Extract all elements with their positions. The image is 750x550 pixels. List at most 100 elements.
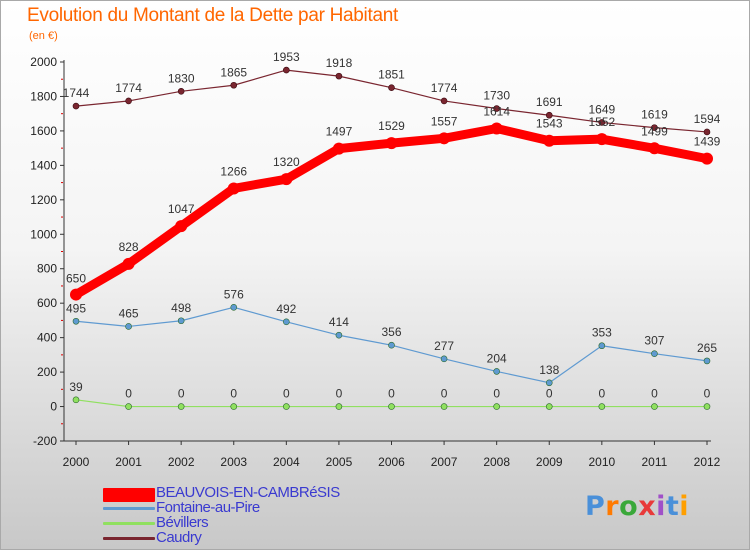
data-label: 492 — [276, 302, 296, 316]
data-point — [177, 403, 185, 410]
data-label: 1730 — [483, 89, 510, 103]
legend-swatch — [103, 536, 155, 540]
x-tick-label: 2011 — [642, 455, 668, 469]
data-point — [332, 142, 345, 155]
data-point — [440, 355, 448, 363]
logo-letter: o — [619, 491, 639, 522]
x-tick-label: 2012 — [694, 455, 721, 469]
data-point — [335, 403, 343, 410]
data-point — [598, 403, 606, 410]
legend-swatch — [103, 506, 155, 510]
data-label: 138 — [539, 363, 559, 377]
data-point — [440, 97, 448, 105]
logo-letter: t — [665, 491, 680, 522]
legend-label: Bévillers — [156, 514, 209, 531]
data-label: 495 — [66, 301, 86, 315]
data-point — [122, 257, 135, 270]
y-tick-label: 1000 — [30, 227, 57, 241]
data-point — [230, 304, 238, 311]
x-tick-label: 2008 — [483, 455, 510, 469]
data-point — [388, 84, 395, 91]
logo-letter: r — [605, 491, 620, 522]
legend-label: Fontaine-au-Pire — [156, 499, 260, 516]
data-point — [283, 318, 290, 326]
data-point — [388, 403, 395, 410]
data-label: 1614 — [483, 104, 510, 118]
data-label: 0 — [283, 387, 290, 401]
data-label: 1953 — [273, 50, 300, 64]
data-point — [701, 152, 713, 165]
data-point — [283, 66, 290, 74]
data-label: 277 — [434, 339, 454, 353]
legend-swatch — [103, 488, 155, 502]
data-label: 204 — [487, 351, 507, 365]
data-point — [72, 396, 80, 404]
data-point — [440, 403, 448, 410]
data-point — [651, 403, 658, 410]
data-label: 576 — [224, 287, 244, 301]
data-label: 650 — [66, 272, 86, 286]
data-label: 0 — [388, 387, 395, 401]
data-label: 1047 — [168, 202, 195, 216]
data-point — [493, 403, 500, 410]
data-label: 1594 — [694, 112, 721, 126]
data-point — [72, 102, 80, 110]
data-label: 1320 — [273, 155, 300, 169]
y-tick-label: 600 — [37, 296, 57, 310]
x-tick-label: 2001 — [115, 455, 142, 469]
data-point — [125, 403, 132, 410]
data-label: 1439 — [694, 135, 721, 149]
data-label: 1691 — [536, 95, 563, 109]
data-point — [72, 317, 80, 325]
data-label: 353 — [592, 326, 612, 340]
data-point — [543, 134, 556, 147]
data-point — [125, 323, 132, 330]
data-point — [280, 173, 293, 186]
logo-letter: x — [638, 491, 657, 522]
y-tick-label: 400 — [37, 331, 57, 345]
chart-subtitle: (en €) — [29, 30, 58, 42]
data-label: 1543 — [536, 117, 563, 131]
x-tick-label: 2007 — [431, 455, 458, 469]
data-point — [545, 403, 553, 410]
y-tick-label: 1600 — [30, 124, 57, 138]
x-tick-label: 2005 — [326, 455, 353, 469]
data-point — [703, 403, 711, 410]
data-point — [598, 119, 606, 126]
data-label: 1552 — [588, 115, 615, 129]
y-tick-label: 1800 — [30, 89, 57, 103]
x-tick-label: 2006 — [378, 455, 405, 469]
data-label: 1851 — [378, 68, 405, 82]
data-label: 1918 — [326, 56, 353, 70]
data-point — [493, 368, 500, 375]
data-point — [177, 87, 185, 95]
data-label: 1266 — [220, 164, 247, 178]
data-point — [545, 111, 553, 119]
data-point — [70, 288, 82, 301]
data-label: 307 — [644, 334, 664, 348]
x-tick-label: 2004 — [273, 455, 300, 469]
data-label: 0 — [125, 387, 132, 401]
data-label: 0 — [598, 387, 605, 401]
data-point — [385, 137, 398, 150]
data-label: 1744 — [63, 86, 90, 100]
data-label: 1497 — [326, 125, 353, 139]
y-tick-label: -200 — [33, 434, 57, 448]
legend-label: Caudry — [156, 529, 202, 546]
data-point — [703, 357, 711, 365]
data-point — [283, 403, 290, 410]
data-point — [227, 182, 240, 195]
data-label: 0 — [336, 387, 343, 401]
data-label: 0 — [493, 387, 500, 401]
x-tick-label: 2010 — [588, 455, 615, 469]
data-label: 1557 — [431, 114, 458, 128]
data-point — [125, 97, 132, 105]
data-point — [438, 132, 451, 145]
x-tick-label: 2000 — [63, 455, 90, 469]
y-tick-label: 800 — [37, 262, 57, 276]
x-tick-label: 2009 — [536, 455, 563, 469]
data-label: 414 — [329, 315, 349, 329]
data-point — [648, 142, 661, 155]
legend-label: BEAUVOIS-EN-CAMBRéSIS — [156, 484, 340, 501]
